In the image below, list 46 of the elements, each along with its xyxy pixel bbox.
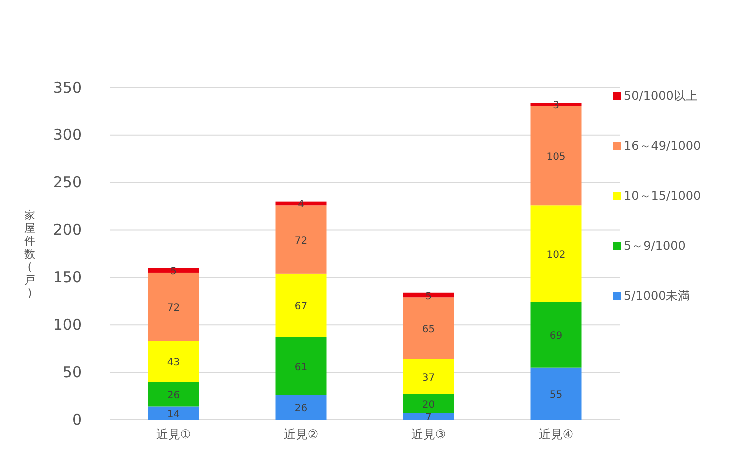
data-label: 55 — [550, 390, 563, 401]
x-tick-label: 近見④ — [538, 428, 574, 442]
data-label: 67 — [294, 302, 308, 313]
bar — [148, 382, 200, 407]
data-label: 61 — [294, 362, 308, 374]
y-tick-label: 300 — [53, 126, 82, 144]
bar — [530, 302, 582, 368]
legend-label: 5/1000未満 — [624, 289, 690, 303]
data-label: 26 — [294, 404, 308, 415]
data-label: 14 — [167, 409, 180, 420]
bar — [148, 341, 200, 382]
y-tick-label: 50 — [62, 363, 82, 382]
y-tick-label: 0 — [72, 410, 82, 429]
y-axis-title: 家屋件数(戸) — [24, 209, 36, 300]
y-tick-label: 350 — [53, 78, 82, 97]
bar — [276, 395, 327, 420]
legend-label: 10～15/1000 — [624, 189, 702, 203]
data-label: 102 — [546, 250, 566, 261]
bar — [148, 406, 200, 420]
y-tick-label: 150 — [53, 268, 82, 287]
bar — [276, 274, 327, 338]
y-tick-label: 250 — [53, 174, 82, 192]
x-tick-label: 近見③ — [411, 428, 446, 442]
data-label: 72 — [294, 236, 308, 247]
data-label: 43 — [167, 358, 180, 369]
data-label: 20 — [422, 400, 436, 411]
data-label: 65 — [422, 324, 436, 336]
x-tick-label: 近見② — [284, 428, 319, 442]
legend-label: 5～9/1000 — [624, 239, 686, 253]
x-tick-label: 近見① — [156, 428, 192, 442]
bar — [403, 394, 454, 414]
data-label: 69 — [550, 331, 563, 342]
data-label: 72 — [167, 303, 180, 314]
y-tick-label: 200 — [53, 221, 82, 240]
bar — [148, 268, 200, 273]
legend-label: 50/1000以上 — [624, 89, 698, 103]
bar — [276, 337, 327, 396]
y-tick-label: 100 — [53, 316, 82, 334]
data-label: 26 — [167, 390, 180, 402]
data-label: 105 — [546, 152, 566, 163]
bar — [530, 206, 582, 302]
legend-label: 16～49/1000 — [624, 139, 702, 153]
bar — [530, 368, 582, 420]
bar — [403, 359, 454, 394]
bar — [276, 206, 327, 274]
data-label: 37 — [422, 372, 436, 384]
